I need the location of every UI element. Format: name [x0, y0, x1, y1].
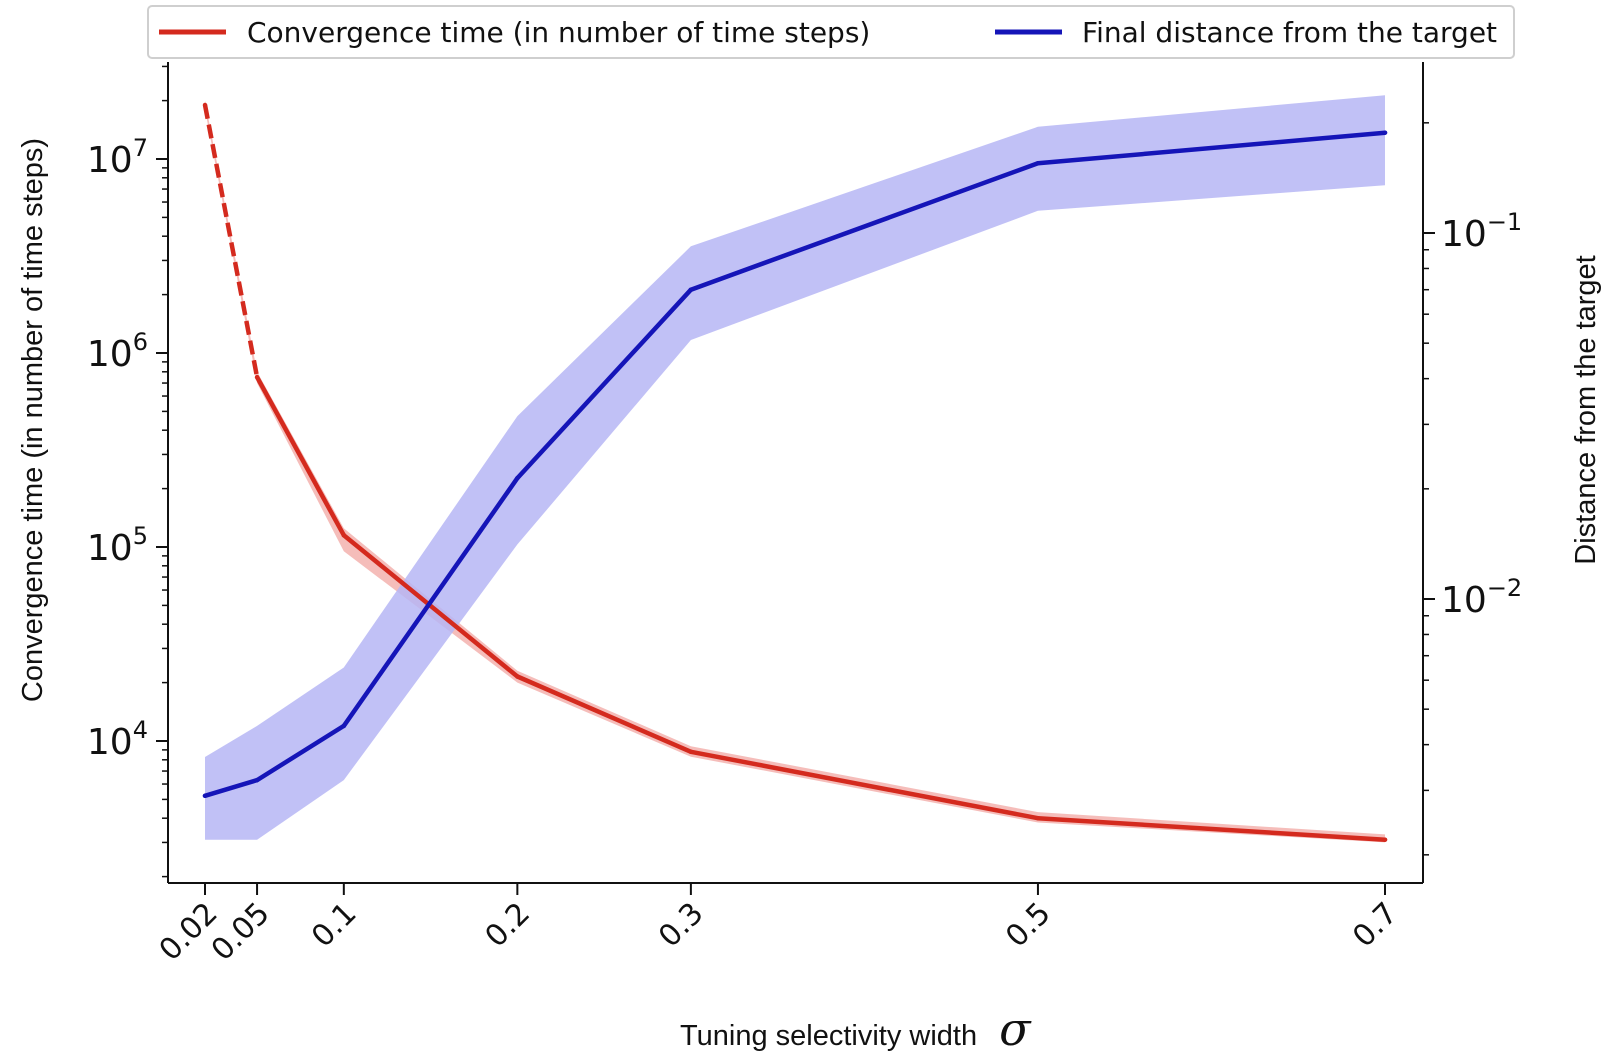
y-axis-left-label: Convergence time (in number of time step… [17, 138, 49, 702]
distance-point [515, 475, 520, 481]
convergence-point [515, 674, 520, 679]
x-tick-label: 0.7 [1346, 896, 1404, 954]
x-tick-label: 0.02 [153, 896, 225, 968]
y-right-tick-label: 10−1 [1441, 208, 1522, 255]
distance-point [688, 287, 694, 292]
x-tick-label: 0.5 [999, 896, 1057, 954]
distance-line-segment [341, 475, 520, 729]
x-axis-label: Tuning selectivity width σ [680, 1002, 1032, 1052]
y-left-tick-label: 106 [87, 328, 148, 375]
convergence-point [688, 749, 694, 754]
axes [167, 62, 1424, 884]
distance-line-segment [688, 161, 1041, 292]
x-tick-label: 0.2 [479, 896, 537, 954]
y-right-tick-label: 10−2 [1441, 574, 1522, 621]
x-axis-label-sigma: σ [999, 1002, 1032, 1052]
distance-line-segment [202, 777, 260, 799]
convergence-point [1035, 816, 1041, 821]
y-left-tick-label: 107 [87, 134, 148, 181]
convergence-line-segment [688, 749, 1041, 821]
convergence-line-segment [515, 674, 694, 755]
x-tick-label: 0.05 [205, 896, 277, 968]
distance-line-segment [1035, 130, 1388, 166]
y-left-tick-label: 105 [87, 522, 148, 569]
y-left-tick-label: 104 [87, 716, 148, 763]
x-tick-label: 0.1 [305, 896, 363, 954]
series-lines [202, 102, 1388, 842]
legend: Convergence time (in number of time step… [147, 5, 1515, 59]
convergence-band [205, 100, 1385, 843]
convergence-point [341, 533, 346, 538]
distance-line-segment [515, 287, 694, 481]
x-tick-label: 0.3 [652, 896, 710, 954]
convergence-point [254, 375, 260, 380]
legend-label-distance: Final distance from the target [1082, 16, 1497, 49]
distance-point [341, 723, 346, 729]
legend-frame [147, 5, 1515, 59]
x-axis-label-text: Tuning selectivity width [680, 1020, 977, 1052]
convergence-line-segment [1035, 815, 1388, 842]
convergence-point [1382, 837, 1388, 842]
distance-point [1035, 161, 1041, 166]
distance-band [205, 95, 1385, 840]
convergence-line-segment [254, 374, 347, 538]
distance-point [1382, 130, 1388, 135]
confidence-bands [205, 95, 1385, 843]
y-axis-right-label: Distance from the target [1570, 255, 1602, 564]
distance-point [254, 777, 260, 783]
legend-label-convergence: Convergence time (in number of time step… [247, 16, 870, 49]
distance-point [202, 793, 208, 798]
convergence-line-segment [202, 104, 260, 378]
convergence-point [202, 102, 208, 108]
distance-line-segment [254, 723, 347, 783]
